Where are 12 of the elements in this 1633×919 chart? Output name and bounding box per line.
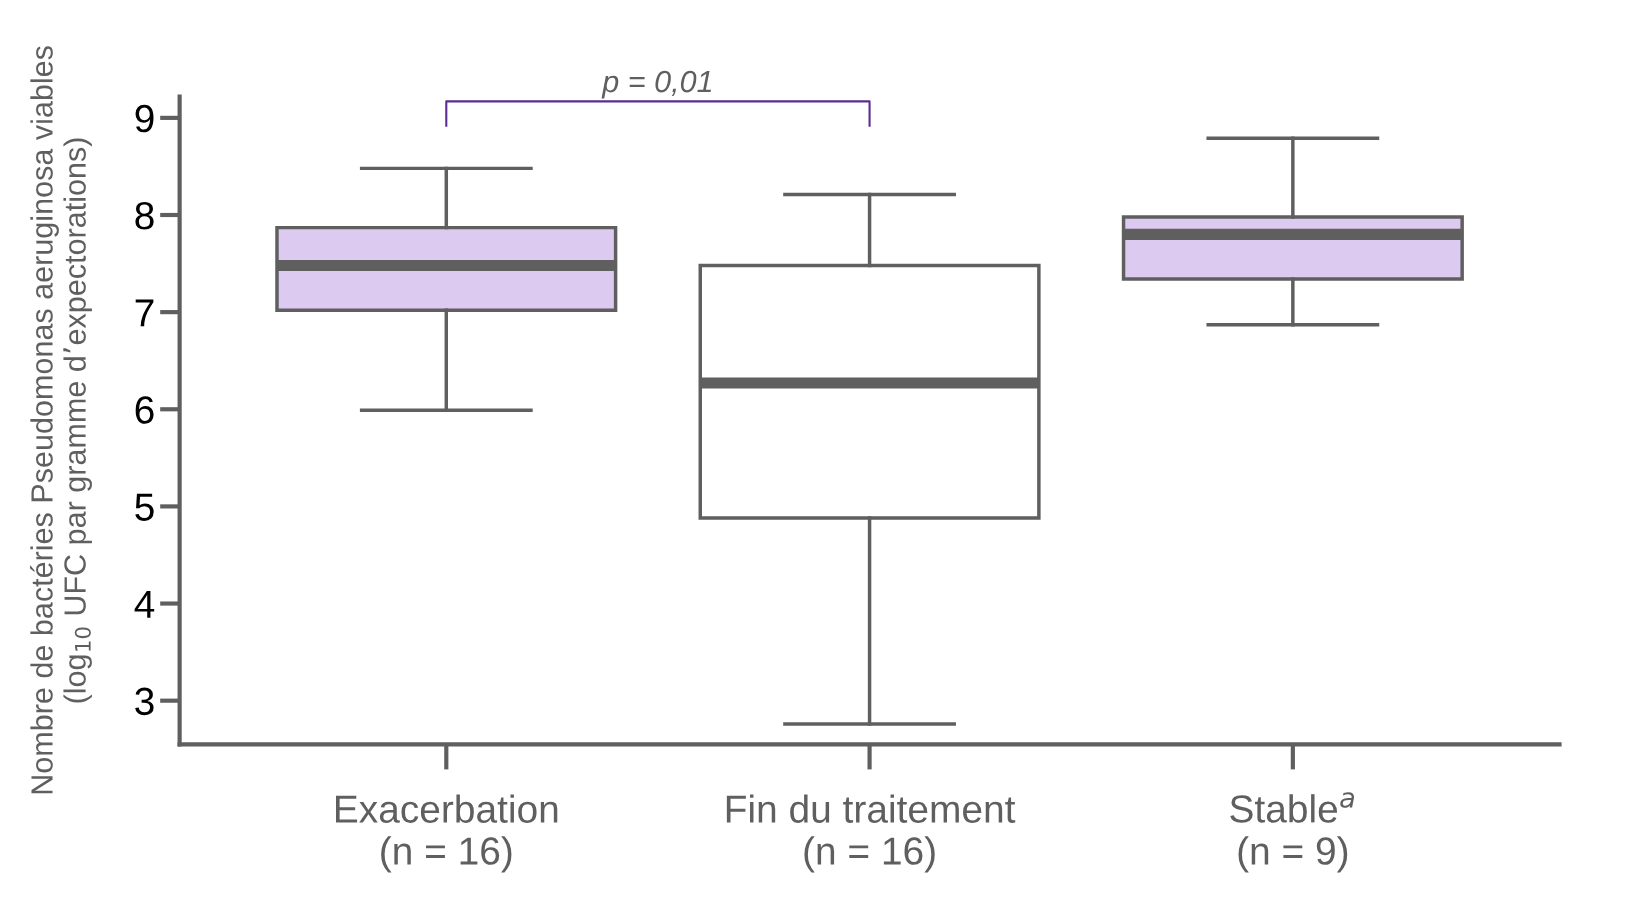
y-tick-label: 9 bbox=[135, 104, 154, 133]
x-tick-label: Exacerbation (n = 16) bbox=[336, 794, 558, 873]
x-tick-label: Stable$^{a}$ (n = 9) bbox=[1230, 792, 1355, 873]
y-tick-label: 7 bbox=[135, 299, 154, 327]
y-tick-label: 6 bbox=[135, 396, 154, 424]
annotation: p = 0,01 bbox=[601, 70, 711, 99]
y-tick-label: 3 bbox=[135, 687, 154, 716]
x-tick-label: Fin du traitement (n = 16) bbox=[726, 794, 1016, 873]
y-axis-title: Nombre de bactéries Pseudomonas aeruginosa viables (log$_{10}$ UFC par gramme d’expectorations) bbox=[30, 46, 92, 794]
y-tick-label: 5 bbox=[135, 493, 154, 521]
y-tick-label: 8 bbox=[135, 201, 154, 230]
y-tick-label: 4 bbox=[134, 590, 155, 618]
